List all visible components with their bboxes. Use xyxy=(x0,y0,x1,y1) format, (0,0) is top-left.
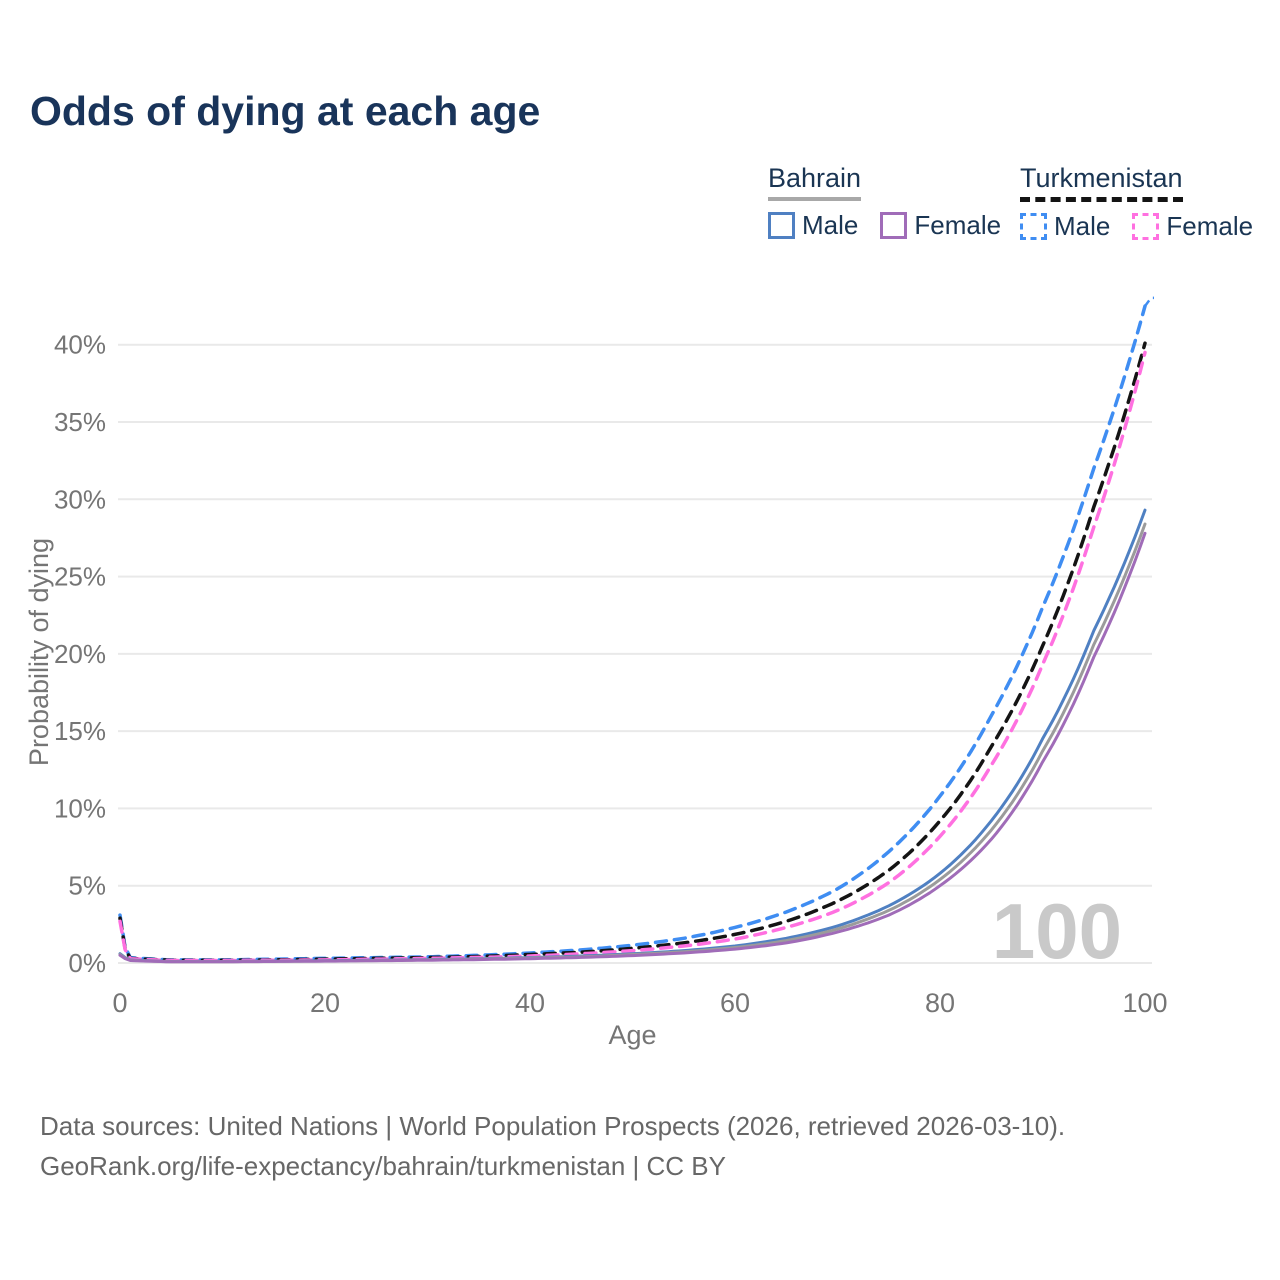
y-axis-title: Probability of dying xyxy=(24,538,54,766)
legend-row-bahrain: Male Female xyxy=(768,210,1023,241)
legend-row-turkmenistan: Male Female xyxy=(1020,211,1275,242)
legend-item-turkmenistan-female[interactable]: Female xyxy=(1132,211,1253,242)
series-line-turkmenistan-male xyxy=(118,304,1147,962)
series-line-bahrain-female xyxy=(118,531,1147,964)
source-line-2: GeoRank.org/life-expectancy/bahrain/turk… xyxy=(40,1151,726,1181)
source-text: Data sources: United Nations | World Pop… xyxy=(40,1106,1065,1186)
bahrain-male-swatch-icon xyxy=(768,212,795,239)
source-line-1: Data sources: United Nations | World Pop… xyxy=(40,1111,1066,1141)
x-tick-label: 100 xyxy=(1122,988,1167,1018)
legend-label-bahrain-female: Female xyxy=(914,210,1002,240)
y-tick-label: 5% xyxy=(68,871,106,901)
legend-group-turkmenistan: Turkmenistan Male Female xyxy=(1020,163,1275,242)
x-axis-title: Age xyxy=(608,1020,656,1050)
age-counter-watermark: 100 xyxy=(992,887,1122,975)
y-tick-label: 40% xyxy=(54,330,106,360)
x-tick-label: 40 xyxy=(515,988,545,1018)
y-tick-label: 30% xyxy=(54,484,106,514)
legend-country-turkmenistan: Turkmenistan xyxy=(1020,163,1183,202)
legend-label-bahrain-male: Male xyxy=(802,210,859,240)
x-tick-label: 20 xyxy=(310,988,340,1018)
legend-item-bahrain-female[interactable]: Female xyxy=(880,210,1001,241)
y-tick-label: 0% xyxy=(68,948,106,978)
x-tick-label: 0 xyxy=(112,988,127,1018)
x-tick-label: 60 xyxy=(720,988,750,1018)
x-tick-label: 80 xyxy=(925,988,955,1018)
legend-item-bahrain-male[interactable]: Male xyxy=(768,210,858,241)
legend-label-turkmenistan-female: Female xyxy=(1166,211,1254,241)
y-tick-label: 15% xyxy=(54,716,106,746)
chart-canvas: 0% 5% 10% 15% 20% 25% 30% 35% 40% 0 20 40 60 80 100 Age… xyxy=(24,296,1168,1050)
bahrain-female-swatch-icon xyxy=(880,212,908,239)
legend-group-bahrain: Bahrain Male Female xyxy=(768,163,1023,241)
series-line-turkmenistan-female xyxy=(118,350,1147,963)
legend: Bahrain Male Female Turkmenistan Male xyxy=(0,163,1280,243)
y-tick-label: 35% xyxy=(54,407,106,437)
y-tick-label: 25% xyxy=(54,562,106,592)
series-line-turkmenistan-total xyxy=(118,341,1147,962)
y-tick-label: 20% xyxy=(54,639,106,669)
legend-country-bahrain: Bahrain xyxy=(768,163,862,201)
end-connector-turkmenistan-male xyxy=(1143,296,1154,307)
turkmenistan-female-swatch-icon xyxy=(1132,213,1160,240)
page-title: Odds of dying at each age xyxy=(30,88,541,134)
legend-label-turkmenistan-male: Male xyxy=(1054,211,1111,241)
y-tick-label: 10% xyxy=(54,793,106,823)
turkmenistan-male-swatch-icon xyxy=(1020,213,1047,240)
legend-item-turkmenistan-male[interactable]: Male xyxy=(1020,211,1110,242)
